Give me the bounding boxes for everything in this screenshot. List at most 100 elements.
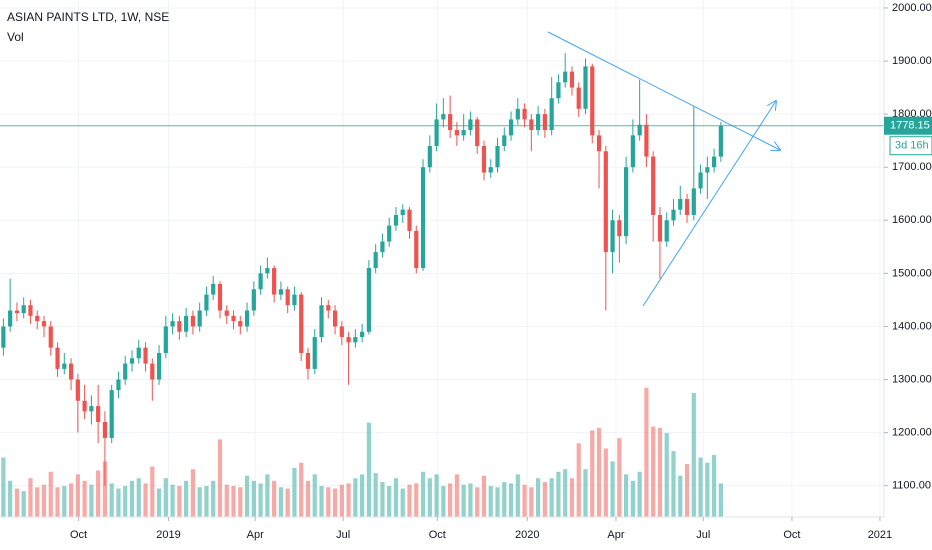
candle-body: [346, 337, 351, 343]
volume-bar: [698, 457, 703, 517]
volume-bar: [332, 488, 338, 517]
candle-body: [630, 135, 635, 168]
candle-layer: [1, 53, 723, 486]
volume-bar: [596, 427, 602, 517]
candle-body: [41, 321, 47, 327]
x-tick-label: Oct: [783, 529, 800, 541]
volume-bar: [684, 464, 690, 517]
volume-bar: [265, 474, 270, 517]
candle-body: [319, 305, 324, 338]
candle-body: [21, 305, 26, 314]
candle-body: [515, 108, 520, 120]
candle-body: [1, 326, 6, 348]
volume-bar: [8, 480, 13, 517]
volume-bar: [41, 484, 47, 517]
volume-bar: [272, 480, 277, 517]
volume-bar: [569, 478, 575, 517]
trend-line: [547, 31, 780, 150]
candle-body: [150, 363, 155, 380]
volume-bar: [48, 471, 53, 517]
volume-bar: [495, 487, 500, 517]
candle-body: [68, 363, 74, 380]
candle-body: [265, 268, 270, 274]
grid: [0, 0, 884, 517]
candle-body: [590, 66, 595, 136]
volume-bar: [156, 488, 162, 517]
volume-bar: [197, 487, 202, 517]
candle-body: [488, 167, 493, 173]
volume-bar: [150, 466, 155, 517]
volume-bar: [651, 426, 656, 517]
candle-body: [251, 289, 256, 311]
x-tick-label: Apr: [247, 529, 264, 541]
candle-body: [454, 130, 459, 136]
volume-bar: [515, 474, 520, 517]
volume-bar: [441, 485, 446, 517]
last-price-label: 1778.15: [890, 120, 930, 132]
volume-bar: [102, 461, 108, 517]
candle-body: [481, 145, 487, 173]
y-tick-label: 1400.00: [892, 320, 932, 332]
x-tick-label: 2020: [515, 529, 539, 541]
y-tick-label: 1500.00: [892, 267, 932, 279]
candle-body: [529, 119, 534, 131]
volume-bar: [190, 469, 196, 517]
candle-body: [170, 321, 175, 327]
x-tick-label: 2021: [868, 529, 892, 541]
volume-bar: [671, 451, 676, 517]
candle-body: [109, 390, 114, 438]
countdown-label: 3d 16h: [895, 140, 929, 152]
volume-bar: [109, 483, 114, 517]
volume-bar: [536, 478, 541, 517]
volume-bar: [163, 478, 168, 517]
candle-body: [448, 114, 453, 131]
candle-body: [177, 321, 182, 332]
volume-bar: [678, 475, 683, 517]
volume-bar: [590, 430, 595, 517]
volume-bar: [576, 443, 581, 517]
volume-bar: [204, 485, 209, 517]
y-tick-label: 1700.00: [892, 161, 932, 173]
candle-body: [8, 310, 13, 327]
candle-body: [299, 294, 304, 353]
volume-bar: [217, 439, 223, 517]
volume-bar: [414, 483, 419, 517]
volume-bar: [583, 469, 588, 517]
volume-bar: [21, 491, 26, 517]
candle-body: [231, 315, 236, 322]
volume-bar: [468, 483, 473, 517]
candle-body: [55, 347, 60, 369]
volume-bar: [129, 480, 135, 517]
candle-body: [163, 326, 168, 353]
candle-body: [217, 283, 223, 311]
volume-bar: [393, 478, 399, 517]
volume-bar: [454, 474, 459, 517]
candle-body: [312, 337, 317, 369]
candle-body: [143, 347, 148, 364]
candle-body: [420, 167, 426, 269]
candle-body: [475, 119, 480, 146]
candle-body: [89, 406, 94, 412]
volume-bar: [238, 487, 243, 517]
volume-bar: [28, 478, 33, 517]
y-tick-label: 2000.00: [892, 2, 932, 14]
candle-body: [96, 406, 101, 422]
candle-body: [583, 66, 588, 109]
candle-body: [576, 87, 581, 109]
y-tick-label: 1300.00: [892, 373, 932, 385]
volume-bar: [366, 422, 371, 517]
volume-bar: [448, 483, 453, 517]
candle-body: [718, 125, 723, 157]
candle-body: [434, 119, 439, 146]
volume-bar: [224, 484, 229, 517]
volume-bar: [610, 461, 615, 517]
volume-bar: [427, 478, 432, 517]
volume-bar: [373, 473, 378, 517]
candle-body: [617, 220, 622, 237]
volume-bar: [644, 387, 649, 517]
candle-body: [698, 172, 703, 189]
candle-body: [366, 268, 371, 332]
candle-body: [35, 315, 40, 322]
x-tick-label: 2019: [156, 529, 180, 541]
y-tick-label: 1600.00: [892, 214, 932, 226]
